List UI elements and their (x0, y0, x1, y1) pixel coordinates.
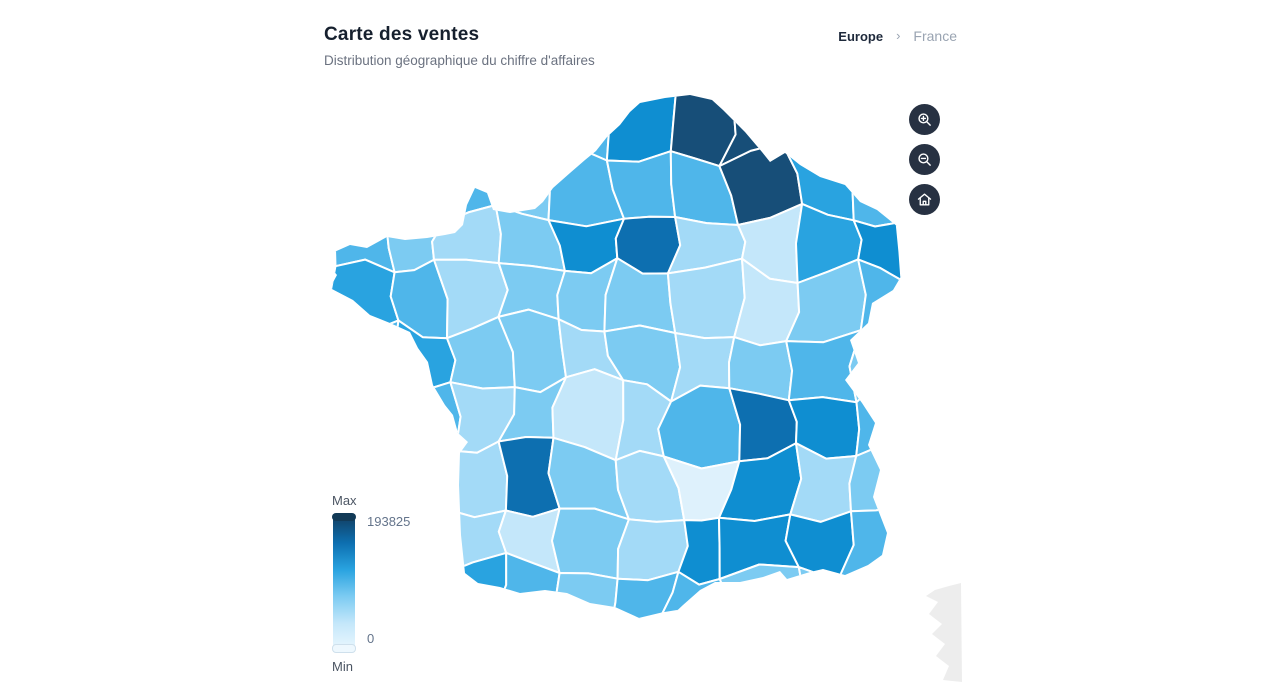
map-region-cell[interactable] (431, 204, 502, 265)
map-zoom-controls (909, 104, 940, 215)
zoom-in-icon (916, 111, 933, 128)
map-region-cell[interactable] (322, 384, 383, 456)
legend-values: 193825 0 (367, 513, 410, 653)
france-choropleth-map[interactable] (315, 85, 975, 690)
map-region-cell[interactable] (384, 151, 445, 226)
zoom-out-button[interactable] (909, 144, 940, 175)
map-region-cell[interactable] (489, 85, 568, 156)
map-region-cell[interactable] (848, 321, 899, 404)
map-region-cell[interactable] (797, 566, 840, 637)
map-region-cell[interactable] (666, 257, 746, 340)
legend-min-handle[interactable] (332, 644, 356, 653)
map-region-cell[interactable] (383, 85, 437, 165)
map-region-cell[interactable] (555, 572, 619, 631)
map-region-cell[interactable] (781, 88, 860, 161)
map-region-cell[interactable] (827, 564, 918, 636)
legend-min-value: 0 (367, 631, 375, 646)
map-region-cell[interactable] (850, 88, 909, 161)
home-icon (916, 191, 933, 208)
breadcrumb: Europe › France (838, 27, 957, 45)
map-region-cell[interactable] (850, 147, 909, 228)
map-region-cell[interactable] (377, 381, 462, 458)
home-reset-button[interactable] (909, 184, 940, 215)
page-subtitle: Distribution géographique du chiffre d'a… (324, 53, 595, 68)
legend-max-label: Max (332, 493, 357, 508)
map-region-cell[interactable] (325, 319, 400, 395)
map-region-cell[interactable] (325, 258, 400, 339)
breadcrumb-item-europe[interactable]: Europe (838, 28, 884, 44)
map-region-cell[interactable] (604, 88, 678, 163)
breadcrumb-chevron-icon: › (896, 27, 901, 43)
map-region-cell[interactable] (328, 86, 387, 165)
page-title: Carte des ventes (324, 24, 480, 45)
map-region-cell[interactable] (561, 87, 611, 162)
map-region-cell[interactable] (855, 376, 912, 457)
legend-max-value: 193825 (367, 514, 411, 529)
map-region-cell[interactable] (718, 563, 806, 632)
legend-max-handle[interactable] (332, 513, 356, 521)
breadcrumb-item-france: France (913, 28, 957, 44)
map-region-cell[interactable] (442, 440, 509, 519)
legend-gradient-bar (333, 516, 355, 650)
map-region-cell[interactable] (433, 85, 513, 160)
corsica-region (926, 583, 962, 682)
legend-gradient-wrap (332, 513, 356, 653)
zoom-in-button[interactable] (909, 104, 940, 135)
zoom-out-icon (916, 151, 933, 168)
color-scale-legend: Max 193825 0 Min (332, 493, 410, 674)
map-region-cell[interactable] (438, 551, 508, 627)
page-header: Carte des ventes Distribution géographiq… (324, 24, 595, 68)
map-region-cell[interactable] (616, 518, 689, 582)
legend-min-label: Min (332, 659, 353, 674)
map-region-cell[interactable] (329, 159, 393, 225)
